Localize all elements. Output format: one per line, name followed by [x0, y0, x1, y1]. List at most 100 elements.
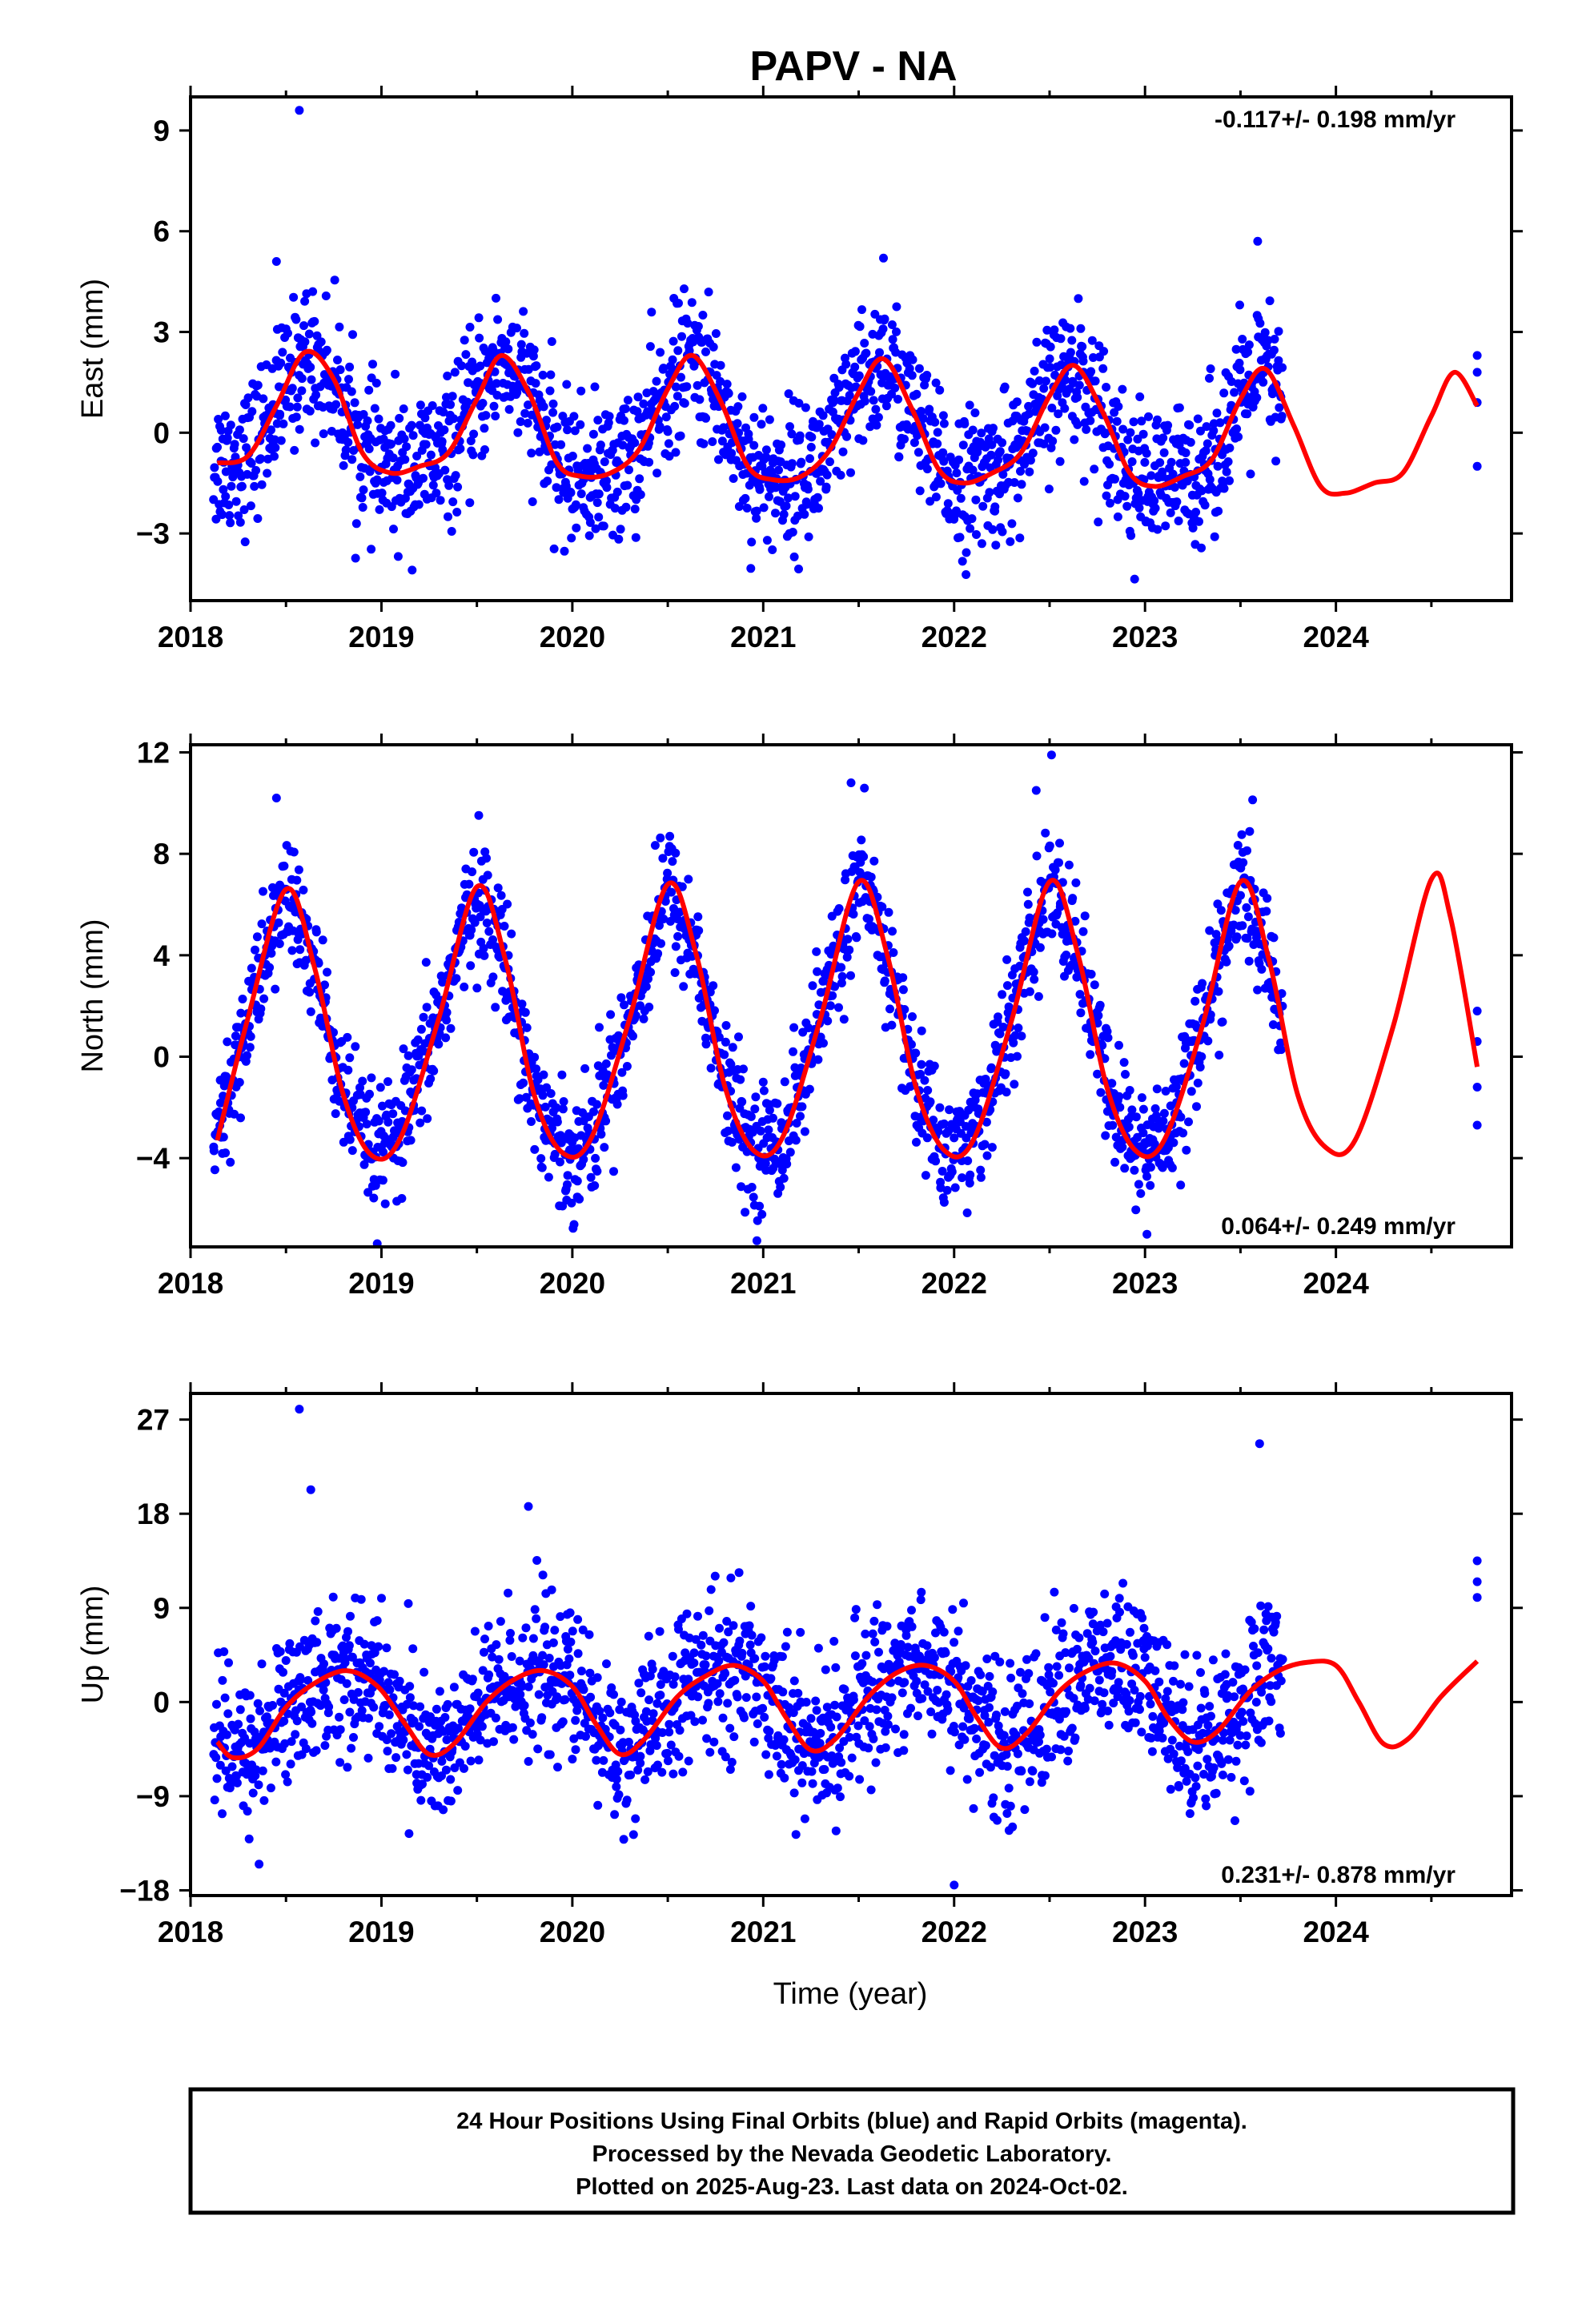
east-data-point [290, 445, 299, 455]
east-data-point [888, 335, 897, 344]
east-data-point [449, 414, 459, 424]
north-data-point [1131, 1112, 1141, 1122]
east-x-tick-label: 2023 [1112, 621, 1178, 653]
up-data-point [749, 1737, 759, 1747]
north-data-point [517, 999, 527, 1009]
east-data-point [1270, 335, 1279, 344]
east-data-point [620, 416, 628, 425]
east-data-point [635, 474, 644, 484]
east-data-point [1230, 388, 1239, 397]
north-data-point [1472, 1083, 1482, 1092]
up-data-point [538, 1651, 548, 1660]
north-data-point [472, 983, 482, 993]
up-data-point [612, 1775, 621, 1784]
east-data-point [1265, 296, 1275, 306]
up-data-point [1025, 1699, 1034, 1708]
up-data-point [346, 1611, 355, 1621]
east-data-point [504, 404, 514, 414]
east-data-point [343, 437, 353, 447]
north-data-point [706, 1063, 716, 1073]
east-data-point [647, 308, 656, 317]
east-data-point [1186, 437, 1195, 447]
east-data-point [583, 444, 592, 453]
north-data-point [416, 1024, 426, 1034]
east-data-point [468, 450, 478, 460]
east-data-point [802, 500, 812, 509]
north-data-point [620, 1000, 628, 1010]
east-data-point [818, 411, 828, 420]
north-data-point [1192, 1102, 1201, 1112]
up-data-point [766, 1674, 776, 1683]
east-data-point [331, 400, 341, 409]
east-data-point [990, 502, 1000, 512]
east-data-point [787, 459, 797, 468]
east-data-point [1113, 512, 1122, 521]
up-data-point [933, 1686, 942, 1695]
east-data-point [446, 400, 456, 409]
east-data-point [879, 253, 888, 263]
east-data-point [224, 501, 234, 509]
north-data-point [1086, 970, 1096, 979]
up-data-point [595, 1707, 604, 1716]
east-data-point [845, 391, 854, 400]
north-data-point [1031, 786, 1041, 795]
east-data-point [428, 480, 438, 490]
east-data-point [806, 442, 816, 452]
east-trend-label: -0.117+/- 0.198 mm/yr [1215, 107, 1456, 133]
north-data-point [563, 1171, 572, 1180]
north-y-tick-label: 0 [153, 1041, 170, 1074]
east-data-point [1181, 457, 1191, 467]
up-data-point [978, 1687, 987, 1696]
east-data-point [785, 422, 794, 432]
north-data-point [1050, 865, 1060, 875]
east-data-point [914, 364, 924, 373]
east-data-point [1006, 537, 1015, 546]
up-data-point [605, 1708, 615, 1718]
north-data-point [1142, 1172, 1151, 1181]
north-data-point [1062, 951, 1071, 959]
up-data-point [553, 1763, 562, 1772]
up-data-point [782, 1627, 792, 1637]
up-data-point [851, 1605, 861, 1614]
east-data-point [291, 412, 301, 422]
east-data-point [368, 360, 377, 369]
east-data-point [399, 404, 408, 413]
up-data-point [598, 1713, 608, 1723]
north-data-point [920, 1076, 930, 1085]
east-data-point [1277, 412, 1287, 421]
up-data-point [281, 1770, 291, 1779]
north-data-point [1115, 1103, 1125, 1112]
up-data-point [565, 1608, 575, 1618]
east-data-point [1185, 420, 1195, 430]
east-frame [189, 95, 1513, 602]
north-data-point [773, 1099, 782, 1108]
north-data-point [998, 1023, 1008, 1031]
east-data-point [915, 486, 925, 496]
north-data-point [1176, 1112, 1186, 1122]
east-data-point [1168, 469, 1178, 479]
east-data-point [900, 434, 909, 444]
north-data-point [558, 1104, 568, 1114]
east-data-point [572, 523, 581, 533]
up-data-point [614, 1790, 624, 1799]
east-data-point [1118, 424, 1128, 434]
north-data-point [618, 1091, 628, 1100]
north-data-point [1214, 987, 1223, 996]
up-data-point [653, 1760, 662, 1770]
east-data-point [287, 384, 297, 393]
up-data-point [693, 1611, 702, 1621]
up-data-point [665, 1727, 674, 1737]
up-data-point [215, 1760, 225, 1770]
east-data-point [297, 374, 307, 384]
up-data-point [404, 1829, 414, 1839]
up-data-point [453, 1786, 463, 1795]
north-data-point [677, 882, 687, 891]
up-data-point [984, 1718, 994, 1727]
north-data-point [877, 902, 887, 911]
up-data-point [484, 1622, 493, 1630]
north-y-axis-label: North (mm) [76, 919, 110, 1072]
up-data-point [424, 1761, 434, 1771]
east-data-point [825, 457, 834, 467]
up-data-point [777, 1759, 786, 1769]
north-data-point [432, 991, 441, 999]
